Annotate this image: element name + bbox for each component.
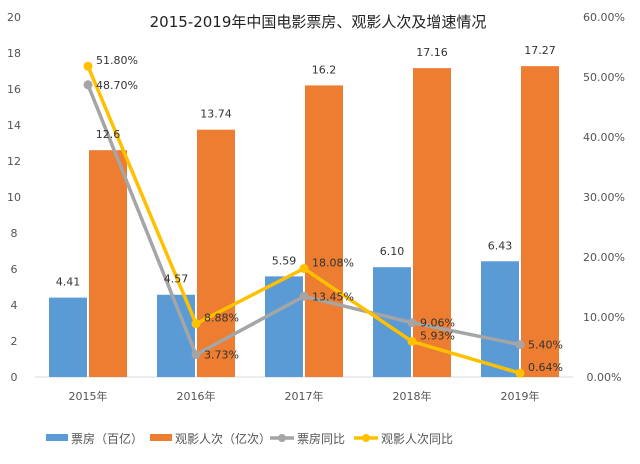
y-left-tick-label: 6 (11, 263, 18, 276)
legend-swatch (46, 434, 68, 441)
bar-data-label: 17.27 (524, 44, 556, 57)
bar-data-label: 4.57 (164, 273, 189, 286)
legend-label: 票房（百亿） (71, 431, 143, 446)
bar (481, 261, 519, 377)
bar-data-label: 12.6 (96, 128, 121, 141)
line-data-label: 0.64% (528, 361, 563, 374)
legend-swatch (150, 434, 172, 441)
bar-data-label: 5.59 (272, 254, 297, 267)
y-left-tick-label: 8 (11, 227, 18, 240)
line-point (299, 291, 309, 301)
bar (197, 129, 235, 377)
bar (89, 150, 127, 377)
legend-label: 观影人次同比 (381, 432, 453, 446)
bar-data-label: 4.41 (56, 276, 81, 289)
y-right-tick-label: 10.00% (583, 311, 625, 324)
y-left-tick-label: 4 (11, 299, 18, 312)
legend-marker (278, 434, 286, 442)
series-line (86, 65, 521, 375)
bar-data-label: 13.74 (200, 108, 232, 121)
bar (49, 297, 87, 377)
y-right-tick-label: 20.00% (583, 251, 625, 264)
bar-data-label: 17.16 (416, 46, 448, 59)
y-left-tick-label: 14 (7, 119, 21, 132)
line-point (83, 80, 93, 90)
y-left-tick-label: 20 (7, 11, 21, 24)
bar-data-label: 6.10 (380, 245, 405, 258)
y-right-tick-label: 0.00% (587, 371, 622, 384)
bar (305, 85, 343, 378)
line-data-label: 5.93% (420, 329, 455, 342)
y-left-tick-label: 18 (7, 47, 21, 60)
y-left-tick-label: 2 (11, 335, 18, 348)
y-left-tick-label: 10 (7, 191, 21, 204)
line-point (407, 336, 417, 346)
line-data-label: 18.08% (312, 257, 354, 270)
legend-label: 观影人次（亿次） (175, 431, 271, 446)
legend-label: 票房同比 (297, 431, 345, 446)
x-tick-label: 2019年 (501, 389, 540, 403)
bar-data-label: 6.43 (488, 239, 513, 252)
y-right-tick-label: 30.00% (583, 191, 625, 204)
line-data-label: 48.70% (96, 79, 138, 92)
y-right-tick-label: 50.00% (583, 71, 625, 84)
bar (521, 66, 559, 377)
line-point (299, 264, 309, 274)
x-tick-label: 2017年 (285, 389, 324, 403)
y-left-tick-label: 12 (7, 155, 21, 168)
line-point (407, 318, 417, 328)
bar (265, 276, 303, 377)
line-point (515, 368, 525, 378)
line-point (83, 61, 93, 71)
y-right-tick-label: 60.00% (583, 11, 625, 24)
y-left-tick-label: 16 (7, 83, 21, 96)
x-tick-label: 2016年 (177, 389, 216, 403)
line-data-label: 13.45% (312, 290, 354, 303)
x-tick-label: 2015年 (69, 389, 108, 403)
y-right-tick-label: 40.00% (583, 131, 625, 144)
y-left-tick-label: 0 (11, 371, 18, 384)
line-data-label: 51.80% (96, 54, 138, 67)
line-data-label: 5.40% (528, 339, 563, 352)
line-point (191, 350, 201, 360)
line-data-label: 3.73% (204, 349, 239, 362)
line-data-label: 8.88% (204, 312, 239, 325)
line-point (191, 319, 201, 329)
x-tick-label: 2018年 (393, 389, 432, 403)
line-point (515, 340, 525, 350)
legend-marker (362, 434, 370, 442)
bar-data-label: 16.2 (312, 63, 337, 76)
chart-title: 2015-2019年中国电影票房、观影人次及增速情况 (150, 13, 487, 31)
line-data-label: 9.06% (420, 317, 455, 330)
